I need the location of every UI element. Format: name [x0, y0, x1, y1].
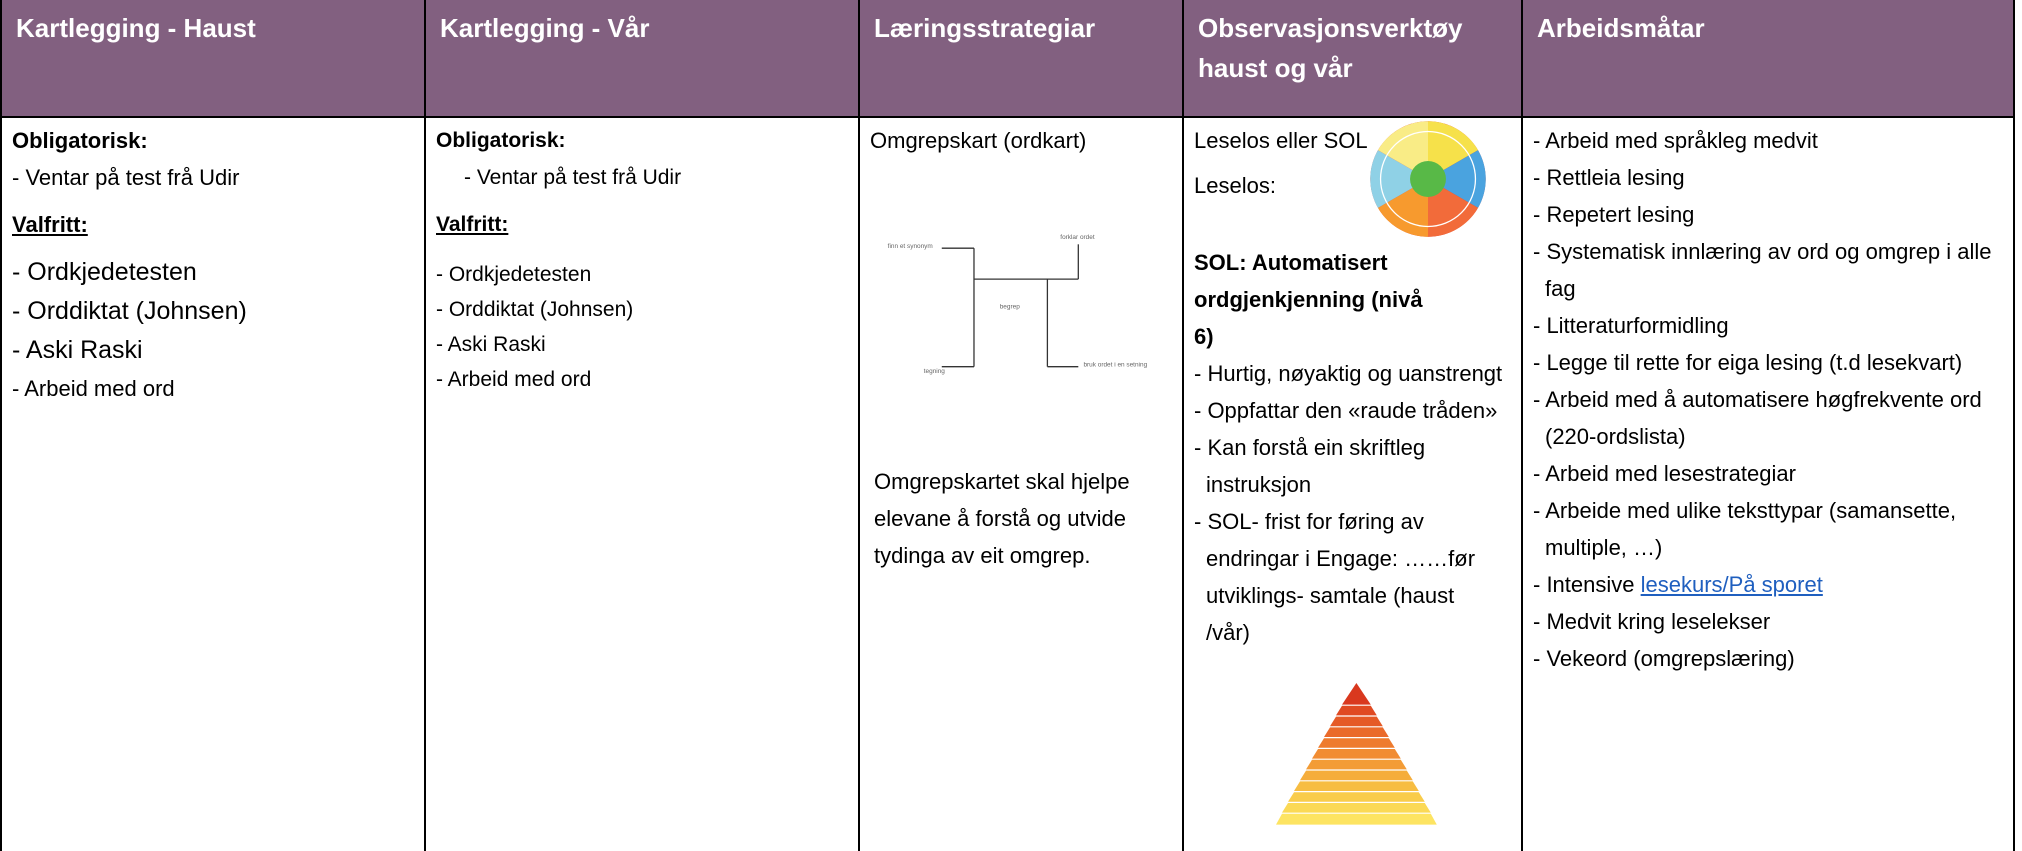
- line: Leselos eller SOL: [1194, 128, 1368, 153]
- item: - Ventar på test frå Udir: [464, 166, 682, 189]
- item: - Arbeid med språkleg medvit: [1533, 128, 1818, 153]
- title: Omgrepskart (ordkart): [870, 128, 1087, 153]
- map-label: bruk ordet i en setning: [1083, 362, 1147, 369]
- description: Omgrepskartet skal hjelpe elevane å fors…: [874, 469, 1130, 568]
- item: - Intensive lesekurs/På sporet: [1533, 566, 2003, 603]
- item: - Repetert lesing: [1533, 202, 1695, 227]
- header: Kartlegging - Vår: [426, 0, 860, 116]
- item-text: - Intensive: [1533, 572, 1635, 597]
- map-label: finn et synonym: [888, 243, 933, 250]
- column: - Arbeid med språkleg medvit - Rettleia …: [1523, 116, 2015, 851]
- item: - Rettleia lesing: [1533, 165, 1685, 190]
- item: - Medvit kring leselekser: [1533, 609, 1771, 634]
- map-label: begrep: [1000, 304, 1020, 311]
- link[interactable]: lesekurs/På sporet: [1640, 572, 1823, 597]
- item: - Legge til rette for eiga lesing (t.d l…: [1533, 350, 1963, 375]
- item: - Arbeide med ulike teksttypar (samanset…: [1533, 498, 1957, 560]
- header: Arbeidsmåtar: [1523, 0, 2015, 116]
- item: - Arbeid med ord: [12, 376, 175, 401]
- item: - Arbeid med å automatisere høgfrekvente…: [1533, 387, 1982, 449]
- item: - Systematisk innlæring av ord og omgrep…: [1533, 239, 1992, 301]
- header: Kartlegging - Haust: [0, 0, 426, 116]
- item: - Litteraturformidling: [1533, 313, 1729, 338]
- item: - Orddiktat (Johnsen): [12, 297, 247, 325]
- item: - Aski Raski: [436, 333, 546, 356]
- label: Valfritt:: [12, 212, 88, 237]
- pyramid-image: [1276, 683, 1437, 825]
- item: - Arbeid med ord: [436, 368, 592, 391]
- item: - Aski Raski: [12, 336, 143, 364]
- header: Læringsstrategiar: [860, 0, 1184, 116]
- header: Observasjonsverktøy haust og vår: [1184, 0, 1523, 116]
- item: - Hurtig, nøyaktig og uanstrengt: [1194, 361, 1503, 386]
- item: - Orddiktat (Johnsen): [436, 298, 634, 321]
- item: - Ventar på test frå Udir: [12, 165, 240, 190]
- label: Valfritt:: [436, 213, 509, 236]
- label: Obligatorisk:: [436, 129, 566, 152]
- item: - Oppfattar den «raude tråden»: [1194, 398, 1498, 423]
- column: Leselos eller SOL Leselos: SOL: Automati…: [1184, 116, 1523, 851]
- item: - Ordkjedetesten: [12, 258, 197, 286]
- sol-title: SOL: Automatisert ordgjenkjenning (nivå …: [1194, 250, 1423, 349]
- label: Obligatorisk:: [12, 128, 148, 153]
- line: Leselos:: [1194, 173, 1276, 198]
- item: - Arbeid med lesestrategiar: [1533, 461, 1796, 486]
- column: Obligatorisk: - Ventar på test frå Udir …: [0, 116, 426, 851]
- item: - Kan forstå ein skriftleg instruksjon: [1194, 435, 1426, 497]
- column: Obligatorisk: - Ventar på test frå Udir …: [426, 116, 860, 851]
- item: - SOL- frist for føring av endringar i E…: [1194, 509, 1476, 645]
- column: Omgrepskart (ordkart) Omgrepskartet skal…: [860, 116, 1184, 851]
- item: - Vekeord (omgrepslæring): [1533, 646, 1795, 671]
- map-label: forklar ordet: [1060, 234, 1095, 241]
- map-label: tegning: [924, 368, 946, 375]
- concept-map: finn et synonym forklar ordet begrep teg…: [888, 234, 1148, 375]
- item: - Ordkjedetesten: [436, 263, 592, 286]
- wheel-image: [1370, 121, 1486, 237]
